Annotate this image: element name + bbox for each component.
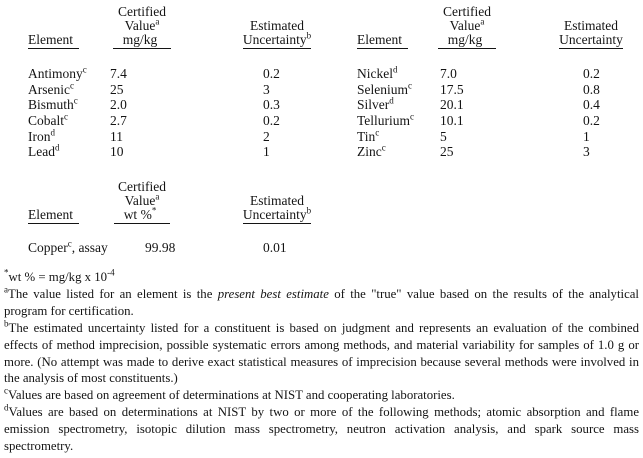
certified-value: 10 <box>110 144 124 160</box>
header-line-certified: Certified <box>118 179 166 194</box>
estimated-uncertainty: 0.4 <box>583 97 600 113</box>
header-line-value: Valuea <box>449 16 485 33</box>
column-header-element-right: Element <box>357 32 408 49</box>
table-row: Seleniumc 17.5 0.8 <box>0 80 643 98</box>
element-name: Nickeld <box>357 64 398 81</box>
header-line-estimated: Estimated <box>250 18 304 33</box>
left-table-rows: Antimonyc 7.4 0.2 Arsenicc 25 3 Bismuthc… <box>0 64 643 160</box>
certified-value: 25 <box>110 81 124 97</box>
column-header-certified-value-assay: Certified Valuea wt %* <box>103 179 181 224</box>
certified-value: 5 <box>440 128 447 144</box>
estimated-uncertainty: 0.2 <box>583 113 600 129</box>
certified-value: 2.7 <box>110 113 127 129</box>
header-line-units: mg/kg <box>103 32 181 49</box>
estimated-uncertainty: 0.8 <box>583 81 600 97</box>
column-header-estimated-uncertainty-left: Estimated Uncertaintyb <box>236 18 318 49</box>
certified-value: 20.1 <box>440 97 464 113</box>
emphasized-phrase: present best estimate <box>217 286 329 301</box>
estimated-uncertainty: 0.2 <box>263 66 280 81</box>
table-row: Bismuthc 2.0 0.3 <box>0 95 643 113</box>
header-line-certified: Certified <box>443 4 491 19</box>
element-name: Tinc <box>357 127 380 144</box>
footnote-ref-a: a <box>155 191 160 202</box>
header-line-certified: Certified <box>118 4 166 19</box>
header-line-units: mg/kg <box>428 32 506 49</box>
certified-value: 99.98 <box>145 240 176 255</box>
footnote-c: cValues are based on agreement of determ… <box>4 386 455 403</box>
header-line-units: wt %* <box>103 205 181 224</box>
column-header-element-assay: Element <box>28 207 79 224</box>
table-row: Irond 11 2 <box>0 127 643 145</box>
header-line-estimated: Estimated <box>564 18 618 33</box>
exponent: -4 <box>107 267 115 278</box>
certified-value: 11 <box>110 128 123 144</box>
footnote-ref-b: b <box>306 205 312 216</box>
table-row: Arsenicc 25 3 <box>0 80 643 98</box>
header-line-value: Valuea <box>124 191 160 208</box>
estimated-uncertainty: 0.2 <box>263 113 280 129</box>
estimated-uncertainty: 3 <box>583 144 590 160</box>
header-line-uncertainty: Uncertaintyb <box>242 30 312 49</box>
footnote-marker: * <box>4 267 9 278</box>
footnote-a: aThe value listed for an element is the … <box>4 284 639 318</box>
element-name: Cobaltc <box>28 111 68 129</box>
estimated-uncertainty: 0.01 <box>263 240 287 255</box>
table-row: Antimonyc 7.4 0.2 <box>0 64 643 82</box>
element-name: Bismuthc <box>28 95 78 113</box>
footnote-marker: a <box>4 284 8 295</box>
element-name: Irond <box>28 127 55 144</box>
element-name: Leadd <box>28 142 60 160</box>
certified-value: 7.0 <box>440 66 457 81</box>
header-line-uncertainty: Uncertaintyb <box>242 205 312 224</box>
column-header-estimated-uncertainty-right: Estimated Uncertainty <box>550 18 632 49</box>
table-row: Telluriumc 10.1 0.2 <box>0 111 643 129</box>
header-line-value: Valuea <box>124 16 160 33</box>
column-header-element-left: Element <box>28 32 79 49</box>
footnote-b: bThe estimated uncertainty listed for a … <box>4 318 639 386</box>
estimated-uncertainty: 0.2 <box>583 66 600 81</box>
estimated-uncertainty: 2 <box>263 128 270 144</box>
table-row: Cobaltc 2.7 0.2 <box>0 111 643 129</box>
footnote-ref-a: a <box>480 16 485 27</box>
right-table-rows: Nickeld 7.0 0.2 Seleniumc 17.5 0.8 Silve… <box>0 64 643 160</box>
element-name: Copperc, assay <box>28 238 108 255</box>
certified-value: 25 <box>440 144 454 160</box>
header-line-uncertainty: Uncertainty <box>559 32 623 49</box>
column-header-certified-value-left: Certified Valuea mg/kg <box>103 4 181 49</box>
footnote-ref-a: a <box>155 16 160 27</box>
element-name: Seleniumc <box>357 80 412 97</box>
footnote-marker: c <box>4 386 8 397</box>
footnote-wt-percent: *wt % = mg/kg x 10-4 <box>4 267 115 284</box>
footnote-ref-asterisk: * <box>151 205 157 216</box>
element-name: Zincc <box>357 142 386 160</box>
estimated-uncertainty: 1 <box>263 144 270 160</box>
element-name: Antimonyc <box>28 64 87 81</box>
table-row: Zincc 25 3 <box>0 142 643 160</box>
table-row: Copperc, assay 99.98 0.01 <box>0 238 643 256</box>
element-name: Telluriumc <box>357 111 415 129</box>
certified-value: 10.1 <box>440 113 464 129</box>
element-name: Arsenicc <box>28 80 74 97</box>
estimated-uncertainty: 0.3 <box>263 97 280 113</box>
element-name: Silverd <box>357 95 394 113</box>
certified-value: 17.5 <box>440 81 464 97</box>
footnote-marker: b <box>4 318 9 329</box>
footnote-marker: d <box>4 402 9 413</box>
table-row: Leadd 10 1 <box>0 142 643 160</box>
footnotes: *wt % = mg/kg x 10-4 aThe value listed f… <box>4 267 639 455</box>
footnote-d: dValues are based on determinations at N… <box>4 402 639 454</box>
estimated-uncertainty: 1 <box>583 128 590 144</box>
table-row: Tinc 5 1 <box>0 127 643 145</box>
column-header-certified-value-right: Certified Valuea mg/kg <box>428 4 506 49</box>
certified-value: 2.0 <box>110 97 127 113</box>
header-line-estimated: Estimated <box>250 193 304 208</box>
estimated-uncertainty: 3 <box>263 81 270 97</box>
column-header-estimated-uncertainty-assay: Estimated Uncertaintyb <box>236 193 318 224</box>
table-row: Nickeld 7.0 0.2 <box>0 64 643 82</box>
certified-value: 7.4 <box>110 66 127 81</box>
table-row: Silverd 20.1 0.4 <box>0 95 643 113</box>
footnote-ref-b: b <box>306 30 312 41</box>
